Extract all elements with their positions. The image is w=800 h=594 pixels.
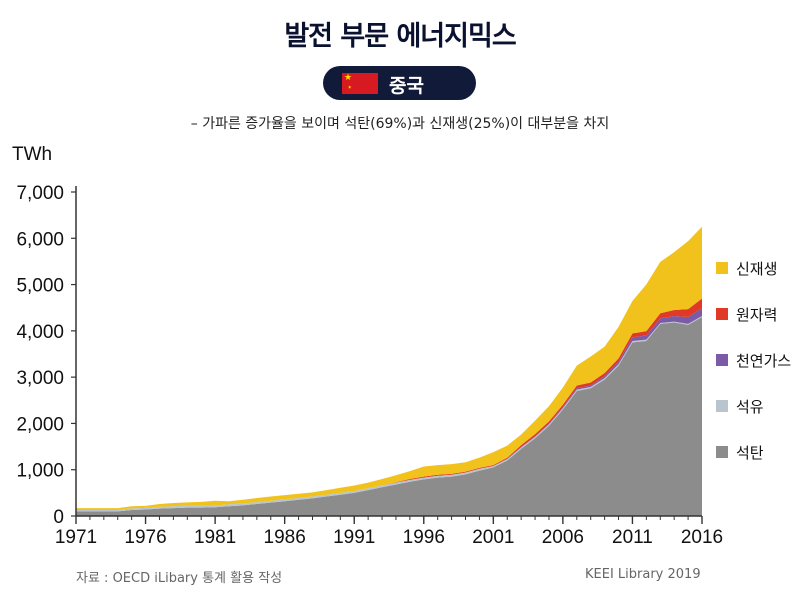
y-tick-label: 6,000 (16, 229, 64, 250)
legend-label-1: 석유 (736, 398, 764, 416)
area-series-0 (76, 316, 702, 516)
page-title: 발전 부문 에너지믹스 (284, 21, 516, 52)
country-label: 중국 (389, 75, 424, 97)
legend-label-4: 신재생 (736, 260, 777, 278)
legend-swatch-1 (716, 400, 728, 412)
china-flag-icon: ★ ⋆ (342, 73, 378, 94)
legend-swatch-2 (716, 354, 728, 366)
y-tick-label: 2,000 (16, 414, 64, 435)
source-note: 자료 : OECD iLibary 통계 활용 작성 (76, 571, 283, 586)
x-tick-label: 1971 (55, 527, 97, 548)
y-axis-label: TWh (12, 144, 52, 165)
x-tick-label: 1981 (194, 527, 236, 548)
x-tick-label: 2011 (612, 527, 653, 548)
x-tick-label: 1996 (403, 527, 445, 548)
x-tick-label: 2001 (472, 527, 514, 548)
legend-label-2: 천연가스 (736, 352, 791, 370)
x-tick-label: 1991 (333, 527, 375, 548)
legend-swatch-4 (716, 262, 728, 274)
legend-label-0: 석탄 (736, 444, 764, 462)
legend-swatch-0 (716, 446, 728, 458)
credit-note: KEEI Library 2019 (585, 567, 701, 582)
y-tick-label: 0 (53, 507, 64, 528)
country-badge: ★ ⋆ 중국 (323, 66, 476, 100)
y-tick-label: 3,000 (16, 368, 64, 389)
y-tick-label: 1,000 (16, 461, 64, 482)
x-tick-label: 1976 (124, 527, 166, 548)
x-tick-label: 1986 (264, 527, 306, 548)
area-series-4 (76, 226, 702, 510)
x-tick-label: 2006 (542, 527, 584, 548)
x-tick-label: 2016 (681, 527, 723, 548)
y-tick-label: 4,000 (16, 322, 64, 343)
legend-swatch-3 (716, 308, 728, 320)
legend-label-3: 원자력 (736, 306, 777, 324)
chart-subtitle: – 가파른 증가율을 보이며 석탄(69%)과 신재생(25%)이 대부분을 차… (190, 116, 610, 132)
y-tick-label: 5,000 (16, 276, 64, 297)
y-tick-label: 7,000 (16, 183, 64, 204)
